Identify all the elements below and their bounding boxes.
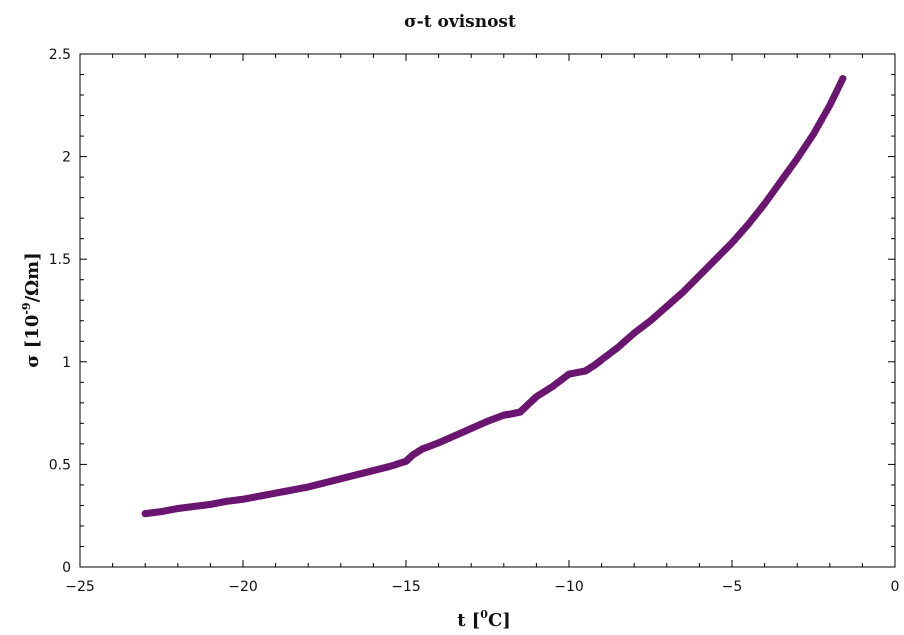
y-tick-label: 1 [62,355,71,371]
y-axis-label-tail: /Ωm] [22,252,43,302]
x-tick-label: −15 [391,579,421,595]
chart-title: σ-t ovisnost [404,12,516,32]
y-axis-label-main: σ [10 [22,315,43,368]
y-axis-ticks: 0 0.5 1 1.5 2 2.5 [49,47,895,576]
plot-frame [79,53,896,568]
x-axis-label-tail: C] [488,610,511,631]
y-tick-label: 0.5 [49,457,71,473]
x-tick-label: −5 [722,579,743,595]
data-point [839,75,847,83]
x-tick-label: 0 [891,579,900,595]
x-axis-label-main: t [ [457,610,480,631]
x-axis-label: t [0C] [457,608,511,631]
y-tick-label: 2.5 [49,47,71,63]
x-tick-label: −25 [65,579,95,595]
data-series [141,75,847,518]
y-tick-label: 2 [62,150,71,166]
x-tick-label: −10 [554,579,584,595]
x-tick-label: −20 [228,579,258,595]
x-axis-label-sup: 0 [480,608,488,621]
y-axis-label: σ [10-9/Ωm] [20,252,43,368]
x-axis-ticks: −25 −20 −15 −10 −5 0 [65,54,899,595]
y-axis-label-sup: -9 [20,302,33,314]
y-tick-label: 1.5 [49,252,71,268]
y-tick-label: 0 [62,560,71,576]
